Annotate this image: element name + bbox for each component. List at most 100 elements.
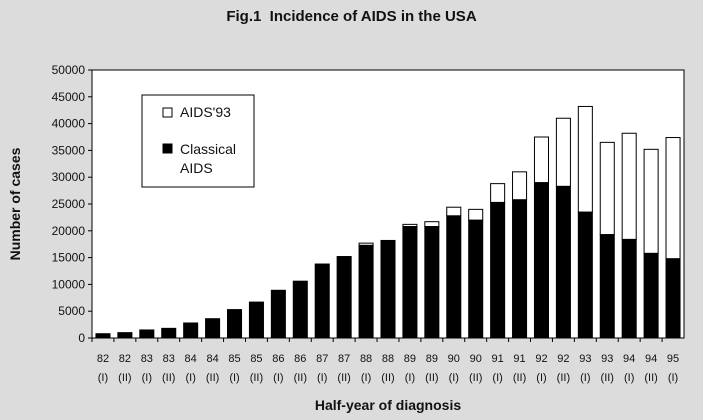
- x-tick-label-year: 84: [206, 353, 218, 365]
- bar-classical-aids: [446, 215, 462, 339]
- bar-classical-aids: [139, 329, 155, 339]
- bar-aids93: [643, 148, 659, 254]
- legend-swatch-classical: [162, 143, 173, 154]
- y-tick-label: 0: [78, 331, 85, 345]
- bar-aids93: [599, 141, 615, 236]
- bar-aids93: [446, 206, 462, 217]
- bar-aids93: [358, 242, 374, 246]
- x-tick-label-half: (II): [513, 372, 526, 384]
- y-tick-label: 50000: [52, 63, 86, 77]
- bar-aids93: [533, 136, 549, 184]
- legend-box: [141, 94, 255, 188]
- x-tick-label-half: (II): [601, 372, 614, 384]
- bar-classical-aids: [402, 226, 418, 339]
- y-tick-label: 35000: [52, 143, 86, 157]
- x-tick-label-year: 86: [294, 353, 306, 365]
- x-tick-label-year: 87: [338, 353, 350, 365]
- bar-classical-aids: [227, 309, 243, 339]
- y-tick-label: 30000: [52, 170, 86, 184]
- x-tick-label-year: 88: [360, 353, 372, 365]
- x-tick-label-year: 87: [316, 353, 328, 365]
- bar-aids93: [424, 221, 440, 228]
- bar-classical-aids: [205, 318, 221, 339]
- x-tick-label-half: (II): [425, 372, 438, 384]
- x-tick-label-half: (I): [317, 372, 327, 384]
- legend-label-aids93: AIDS'93: [180, 104, 231, 120]
- bars: [95, 105, 681, 339]
- x-tick-label-year: 95: [667, 353, 679, 365]
- bar-classical-aids: [380, 239, 396, 339]
- bar-classical-aids: [358, 244, 374, 339]
- bar-aids93: [512, 171, 528, 201]
- bar-classical-aids: [292, 280, 308, 339]
- x-tick-label-half: (I): [405, 372, 415, 384]
- x-tick-label-half: (II): [381, 372, 394, 384]
- bar-classical-aids: [468, 219, 484, 339]
- bar-classical-aids: [183, 322, 199, 339]
- bar-classical-aids: [665, 258, 681, 339]
- x-tick-label-half: (I): [668, 372, 678, 384]
- bar-aids93: [468, 208, 484, 221]
- x-tick-label-year: 85: [250, 353, 262, 365]
- x-tick-label-half: (I): [185, 372, 195, 384]
- bar-classical-aids: [533, 182, 549, 339]
- x-tick-label-half: (II): [469, 372, 482, 384]
- bar-classical-aids: [95, 333, 111, 339]
- y-axis: 0 5000 10000 15000 20000 25000 30000 35000 40000…: [52, 63, 92, 345]
- legend-label-line: Classical: [180, 141, 236, 157]
- x-tick-label-half: (I): [142, 372, 152, 384]
- y-tick-label: 25000: [52, 197, 86, 211]
- bar-classical-aids: [621, 238, 637, 339]
- bar-classical-aids: [424, 226, 440, 339]
- x-tick-label-year: 90: [448, 353, 460, 365]
- y-tick-label: 15000: [52, 251, 86, 265]
- x-tick-label-year: 93: [601, 353, 613, 365]
- y-axis-label: Number of cases: [7, 147, 23, 260]
- bar-classical-aids: [490, 201, 506, 339]
- bar-classical-aids: [599, 234, 615, 339]
- x-tick-label-year: 82: [97, 353, 109, 365]
- legend-label-classical: Classical AIDS: [180, 141, 236, 176]
- x-tick-label-half: (I): [361, 372, 371, 384]
- chart-title: Fig.1 Incidence of AIDS in the USA: [226, 8, 477, 25]
- x-tick-label-year: 85: [228, 353, 240, 365]
- x-tick-label-half: (I): [273, 372, 283, 384]
- x-tick-label-year: 91: [513, 353, 525, 365]
- x-tick-label-year: 84: [185, 353, 197, 365]
- x-tick-label-year: 93: [579, 353, 591, 365]
- bar-classical-aids: [555, 185, 571, 339]
- x-tick-label-year: 83: [141, 353, 153, 365]
- x-tick-label-half: (II): [206, 372, 219, 384]
- bar-classical-aids: [270, 289, 286, 339]
- x-tick-label-year: 89: [426, 353, 438, 365]
- bar-classical-aids: [512, 199, 528, 339]
- x-axis-label: Half-year of diagnosis: [315, 397, 461, 413]
- y-tick-label: 45000: [52, 90, 86, 104]
- x-tick-label-half: (II): [644, 372, 657, 384]
- x-tick-label-half: (I): [624, 372, 634, 384]
- bar-classical-aids: [577, 211, 593, 339]
- bar-classical-aids: [336, 256, 352, 339]
- bar-aids93: [402, 223, 418, 228]
- x-tick-label-half: (I): [229, 372, 239, 384]
- bar-classical-aids: [248, 301, 264, 339]
- x-tick-label-year: 90: [470, 353, 482, 365]
- x-tick-label-year: 92: [557, 353, 569, 365]
- x-axis: 82 (I) 82 (II) 83 (I) 83 (II) 84 (I) 84 (II) 85 (I) 85…: [91, 338, 679, 384]
- x-tick-label-half: (I): [580, 372, 590, 384]
- bar-classical-aids: [643, 252, 659, 339]
- y-tick-label: 20000: [52, 224, 86, 238]
- y-tick-label: 40000: [52, 117, 86, 131]
- x-tick-label-half: (II): [118, 372, 131, 384]
- legend-label-line: AIDS: [180, 160, 213, 176]
- x-tick-label-half: (II): [250, 372, 263, 384]
- x-tick-label-year: 89: [404, 353, 416, 365]
- legend-swatch-aids93: [162, 107, 173, 118]
- x-tick-label-year: 92: [535, 353, 547, 365]
- x-tick-label-half: (II): [557, 372, 570, 384]
- x-tick-label-year: 88: [382, 353, 394, 365]
- bar-aids93: [577, 105, 593, 213]
- bar-classical-aids: [117, 332, 133, 339]
- x-tick-label-half: (I): [492, 372, 502, 384]
